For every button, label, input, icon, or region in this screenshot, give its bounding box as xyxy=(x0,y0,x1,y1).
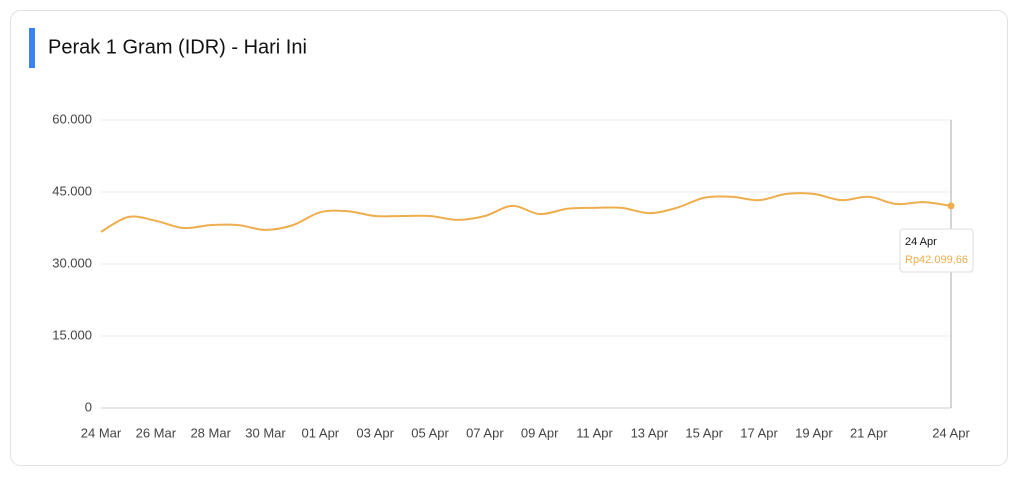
x-tick-label: 09 Apr xyxy=(521,425,559,440)
x-tick-label: 24 Mar xyxy=(81,425,122,440)
x-tick-label: 15 Apr xyxy=(685,425,723,440)
y-tick-label: 0 xyxy=(85,399,92,414)
title-accent xyxy=(29,28,35,68)
x-tick-label: 13 Apr xyxy=(631,425,669,440)
x-tick-label: 24 Apr xyxy=(932,425,970,440)
x-tick-label: 26 Mar xyxy=(136,425,177,440)
x-tick-label: 07 Apr xyxy=(466,425,504,440)
y-tick-label: 60.000 xyxy=(52,111,92,126)
y-tick-label: 30.000 xyxy=(52,255,92,270)
y-tick-label: 45.000 xyxy=(52,183,92,198)
price-line xyxy=(100,192,952,233)
x-tick-label: 30 Mar xyxy=(245,425,286,440)
x-tick-label: 21 Apr xyxy=(850,425,888,440)
hover-point xyxy=(947,202,955,210)
y-tick-label: 15.000 xyxy=(52,327,92,342)
x-tick-label: 01 Apr xyxy=(302,425,340,440)
card-border xyxy=(10,10,1008,466)
x-tick-label: 11 Apr xyxy=(576,425,613,440)
x-tick-label: 19 Apr xyxy=(795,425,833,440)
chart-title: Perak 1 Gram (IDR) - Hari Ini xyxy=(48,36,307,58)
plot: 0 15.000 30.000 45.000 60.000 24 Mar 26 Mar 28 … xyxy=(52,111,974,440)
x-tick-label: 28 Mar xyxy=(190,425,231,440)
tooltip-date: 24 Apr xyxy=(905,236,937,248)
x-tick-label: 05 Apr xyxy=(411,425,449,440)
tooltip-box xyxy=(899,228,974,273)
x-tick-label: 03 Apr xyxy=(356,425,394,440)
x-tick-label: 17 Apr xyxy=(740,425,778,440)
tooltip-value: Rp42.099,66 xyxy=(905,254,968,266)
